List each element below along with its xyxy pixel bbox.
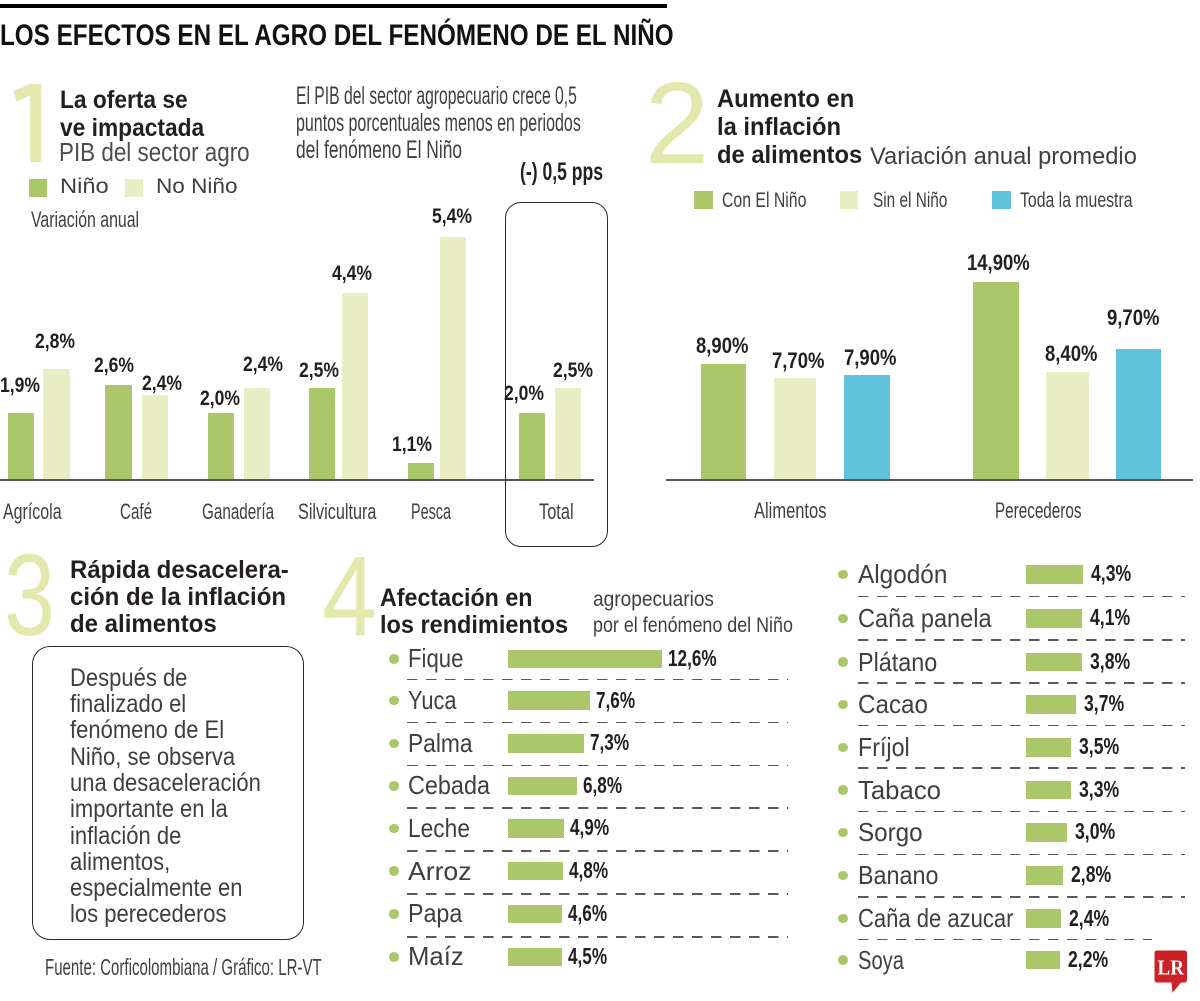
svg-text:LR: LR: [1158, 955, 1185, 979]
